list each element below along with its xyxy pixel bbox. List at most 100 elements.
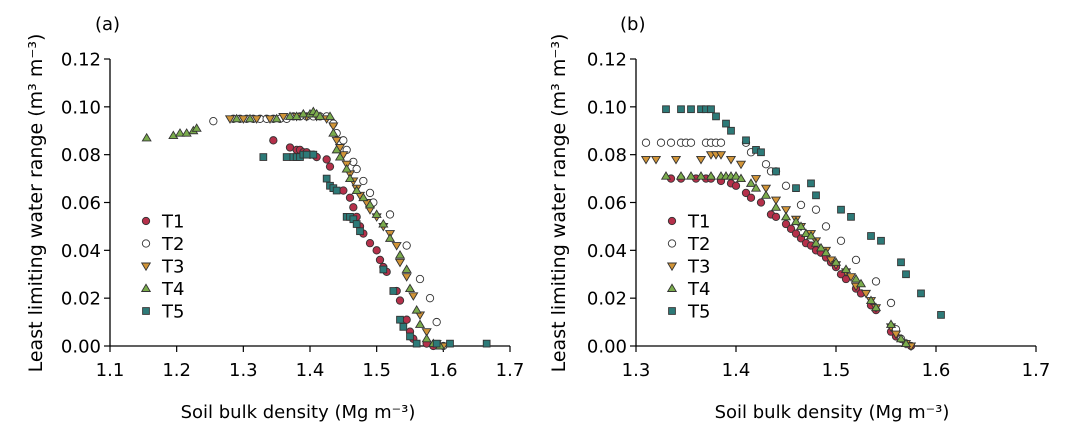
data-point xyxy=(396,315,404,324)
x-tick-label: 1.4 xyxy=(296,360,325,381)
x-tick-label: 1.7 xyxy=(1022,360,1051,381)
data-point xyxy=(781,219,791,229)
data-point xyxy=(415,274,425,284)
data-point xyxy=(328,128,339,137)
data-point xyxy=(750,183,762,192)
data-point xyxy=(391,242,402,251)
y-tick-label: 0.06 xyxy=(61,193,101,214)
data-point xyxy=(795,221,807,230)
x-axis-label: Soil bulk density (Mg m⁻³) xyxy=(715,402,950,423)
x-axis-label: Soil bulk density (Mg m⁻³) xyxy=(181,402,416,423)
data-point xyxy=(686,138,696,147)
data-point xyxy=(385,210,395,219)
data-point xyxy=(666,138,676,147)
legend-marker xyxy=(668,307,676,315)
data-point xyxy=(790,216,802,226)
data-point xyxy=(174,128,186,137)
data-point xyxy=(379,265,388,274)
data-point xyxy=(825,256,837,265)
data-point xyxy=(860,289,872,299)
data-point xyxy=(900,338,912,348)
data-point xyxy=(375,255,385,265)
data-point xyxy=(314,111,326,120)
legend-label: T1 xyxy=(161,212,184,233)
data-point xyxy=(761,160,771,169)
data-point xyxy=(339,186,348,195)
data-point xyxy=(895,333,907,343)
data-point xyxy=(810,238,822,247)
data-point xyxy=(641,138,651,147)
data-point xyxy=(820,247,832,257)
data-point xyxy=(855,278,867,288)
data-point xyxy=(772,167,780,176)
data-point xyxy=(352,164,361,174)
y-tick-label: 0.02 xyxy=(587,289,627,310)
data-point xyxy=(421,333,432,343)
data-point xyxy=(399,323,408,331)
data-point xyxy=(395,296,405,305)
data-point xyxy=(411,305,422,314)
data-point xyxy=(238,115,249,124)
chart-panel-b: 0.00 0.02 0.04 0.06 0.08 0.10 0.12 1.3 1.4 1.5 1.6… xyxy=(548,14,1050,423)
data-point xyxy=(356,227,364,236)
y-tick-label: 0.10 xyxy=(587,97,627,118)
data-point xyxy=(735,173,747,183)
data-point xyxy=(371,209,382,218)
x-tick-label: 1.6 xyxy=(922,360,951,381)
data-point xyxy=(890,330,902,340)
data-point xyxy=(760,184,772,194)
data-point xyxy=(322,155,331,164)
data-point xyxy=(807,179,815,188)
data-point xyxy=(401,264,412,273)
y-axis-label: Least limiting water range (m³ m⁻³) xyxy=(548,34,570,373)
data-point xyxy=(792,184,800,193)
data-point xyxy=(404,283,416,293)
y-tick-label: 0.12 xyxy=(61,50,101,71)
data-point xyxy=(886,298,896,308)
data-point xyxy=(897,258,905,267)
data-point xyxy=(271,113,282,123)
data-point xyxy=(394,258,406,268)
data-point xyxy=(865,295,877,305)
data-point xyxy=(191,123,202,132)
data-point xyxy=(325,162,335,171)
data-point xyxy=(705,171,717,180)
data-point xyxy=(406,332,414,341)
data-point xyxy=(408,292,419,301)
data-point xyxy=(707,105,715,114)
x-tick-label: 1.7 xyxy=(496,360,525,381)
data-point xyxy=(432,339,441,348)
y-tick-label: 0.04 xyxy=(61,241,101,262)
data-point xyxy=(731,181,741,190)
data-point xyxy=(837,205,845,214)
data-point xyxy=(871,277,881,286)
data-point xyxy=(331,136,342,146)
data-point xyxy=(181,128,192,137)
data-point xyxy=(168,130,179,139)
series-t4 xyxy=(660,171,912,348)
data-point xyxy=(328,122,339,132)
data-point xyxy=(830,257,842,266)
data-point xyxy=(364,199,376,209)
data-point xyxy=(851,255,861,265)
x-tick-label: 1.3 xyxy=(229,360,258,381)
legend-label: T5 xyxy=(161,302,184,323)
data-point xyxy=(402,315,411,324)
y-tick-label: 0.06 xyxy=(587,193,627,214)
legend-marker xyxy=(141,216,151,226)
data-point xyxy=(414,319,426,328)
data-point xyxy=(269,136,278,145)
series-t5 xyxy=(259,150,491,348)
data-point xyxy=(372,246,381,255)
data-point xyxy=(867,232,875,240)
legend-label: T5 xyxy=(687,302,710,323)
data-point xyxy=(389,287,398,295)
legend-label: T2 xyxy=(161,234,184,255)
legend-label: T4 xyxy=(687,279,710,300)
data-point xyxy=(770,196,782,206)
data-point xyxy=(412,339,421,348)
y-tick-label: 0.02 xyxy=(61,289,101,310)
data-point xyxy=(365,188,375,198)
data-point xyxy=(850,273,862,283)
